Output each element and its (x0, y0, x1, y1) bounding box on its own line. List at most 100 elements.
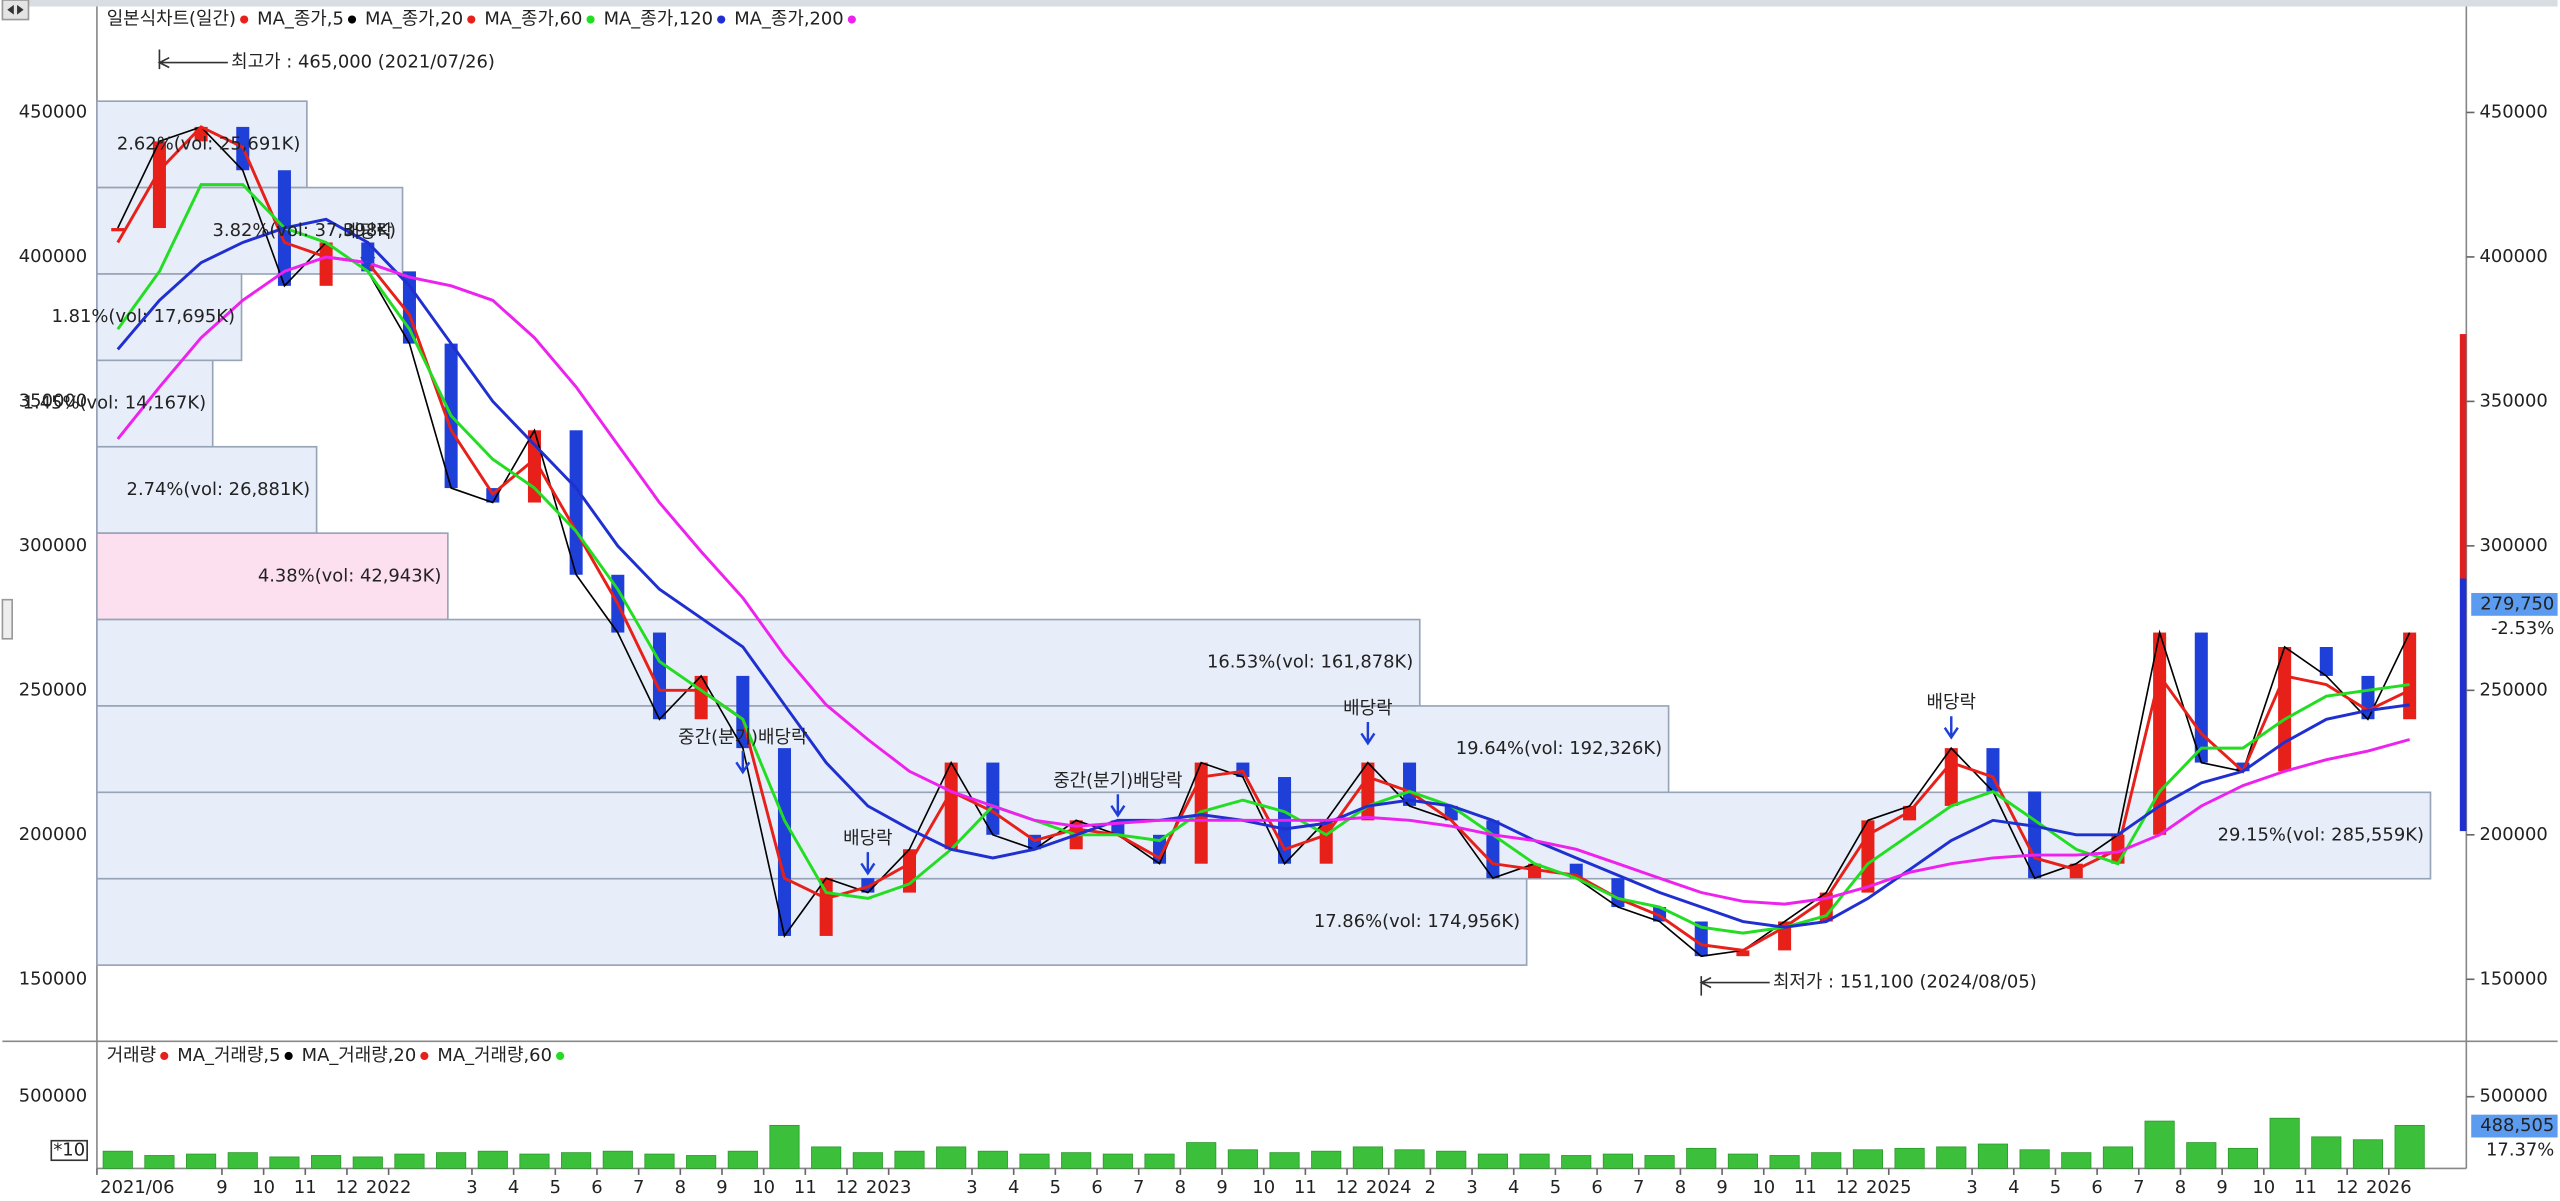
x-tick-label: 11 (1294, 1177, 1317, 1198)
x-tick-label: 4 (508, 1177, 519, 1198)
candle (1694, 921, 1708, 957)
overlay: 2.62%(vol: 25,691K) 3.82%(vol: 37,398K) 1.… (19, 9, 2558, 1198)
volume-bar (1477, 1153, 1508, 1169)
x-tick-label: 7 (2133, 1177, 2144, 1198)
volume-bar (1186, 1142, 1217, 1169)
x-tick-label: 5 (1550, 1177, 1561, 1198)
profile-label: 3.82%(vol: 37,398K) (213, 220, 397, 241)
dividend-label: 배당락 (343, 221, 392, 242)
last-change-label: -2.53% (2491, 618, 2554, 639)
candle (652, 632, 666, 720)
profile-box (96, 877, 1528, 966)
vol-legend-label: 거래량 (107, 1045, 156, 1066)
volume-bar (977, 1150, 1008, 1169)
volume-bar (477, 1150, 508, 1169)
profile-label: 2.62%(vol: 25,691K) (117, 133, 301, 154)
candle (1361, 762, 1375, 821)
x-tick-label: 9 (716, 1177, 727, 1198)
dividend-arrow (1110, 794, 1126, 818)
side-toggle[interactable] (1, 598, 14, 640)
volume-bar (102, 1150, 133, 1169)
volume-bar (561, 1152, 592, 1169)
legend-label: MA_종가,20 (365, 9, 463, 30)
last-volume-change: 17.37% (2486, 1139, 2554, 1160)
profile-label: 19.64%(vol: 192,326K) (1456, 738, 1662, 759)
candle (777, 748, 792, 936)
profile-box (96, 359, 214, 448)
x-tick-label: 3 (1466, 1177, 1477, 1198)
y-tick-label-right: 200000 (2479, 824, 2547, 845)
candle (2153, 632, 2167, 835)
side-bar-down (2459, 578, 2467, 832)
ma-line (116, 125, 2411, 952)
high-arrow (157, 49, 228, 70)
candle (111, 228, 125, 232)
volume-bar (852, 1152, 883, 1169)
x-tick-label: 12 (336, 1177, 359, 1198)
x-tick-label: 5 (1050, 1177, 1061, 1198)
legend-swatch (240, 15, 249, 24)
x-tick-label: 8 (2175, 1177, 2186, 1198)
x-tick-label: 4 (1008, 1177, 1019, 1198)
x-tick-label: 5 (550, 1177, 561, 1198)
dividend-label: 배당락 (1343, 698, 1392, 719)
candle (2319, 646, 2333, 676)
x-tick-label: 2023 (866, 1177, 912, 1198)
y-tick-label-right: 450000 (2479, 101, 2547, 122)
y-tick-label-right: 350000 (2479, 390, 2547, 411)
volume-bar (1727, 1153, 1758, 1169)
volume-bar (2311, 1136, 2342, 1169)
volume-bar (2186, 1142, 2217, 1169)
volume-bar (2394, 1124, 2425, 1169)
ma-line (116, 183, 2410, 935)
x-tick-label: 11 (2294, 1177, 2317, 1198)
high-label: 최고가 : 465,000 (2021/07/26) (231, 52, 495, 73)
x-tick-label: 8 (675, 1177, 686, 1198)
volume-bar (269, 1156, 300, 1169)
candle (986, 762, 1000, 835)
dividend-arrow (860, 852, 876, 876)
x-tick-label: 6 (2091, 1177, 2102, 1198)
volume-bar (1269, 1152, 1300, 1169)
scroll-button[interactable] (1, 0, 30, 21)
legend-swatch (586, 15, 595, 24)
x-tick-label: 2024 (1366, 1177, 1412, 1198)
x-tick-label: 6 (1091, 1177, 1102, 1198)
volume-profile (96, 100, 2432, 966)
volume-bar (1977, 1143, 2009, 1169)
y-tick-label-right: 150000 (2479, 968, 2547, 989)
x-tick-label: 10 (2252, 1177, 2275, 1198)
y-tick-label: 400000 (19, 246, 87, 267)
vol-legend-swatch (284, 1051, 293, 1061)
x-tick-label: 9 (2216, 1177, 2227, 1198)
profile-label: 2.74%(vol: 26,881K) (127, 479, 311, 500)
vol-tick-label: 500000 (19, 1086, 87, 1107)
volume-bar (1352, 1146, 1383, 1169)
top-strip (2, 0, 2558, 7)
volume-bar (1936, 1146, 1967, 1169)
profile-box (96, 618, 1421, 707)
candle (1736, 950, 1750, 957)
volume-bar (811, 1146, 842, 1169)
x-tick-label: 10 (752, 1177, 775, 1198)
x-tick-label: 2025 (1866, 1177, 1912, 1198)
y-tick-label-right: 250000 (2479, 679, 2547, 700)
low-label: 최저가 : 151,100 (2024/08/05) (1773, 972, 2037, 993)
candle (1611, 878, 1625, 908)
volume-bar (602, 1150, 633, 1169)
volume-bar (727, 1150, 758, 1169)
volume-bar (227, 1152, 258, 1169)
x-tick-label: 9 (1216, 1177, 1227, 1198)
last-price-label: 279,750 (2480, 593, 2554, 614)
dividend-arrow (360, 245, 376, 269)
vol-legend-label: MA_거래량,5 (177, 1045, 280, 1066)
volume-bar (1811, 1152, 1842, 1169)
x-tick-label: 6 (1591, 1177, 1602, 1198)
vol-legend-swatch (420, 1051, 429, 1061)
volume-bar (519, 1153, 550, 1169)
y-tick-label: 350000 (19, 390, 87, 411)
x-tick-label: 4 (1508, 1177, 1519, 1198)
volume-bar (2352, 1139, 2384, 1169)
x-tick-label: 11 (1794, 1177, 1817, 1198)
y-tick-label: 150000 (19, 968, 87, 989)
